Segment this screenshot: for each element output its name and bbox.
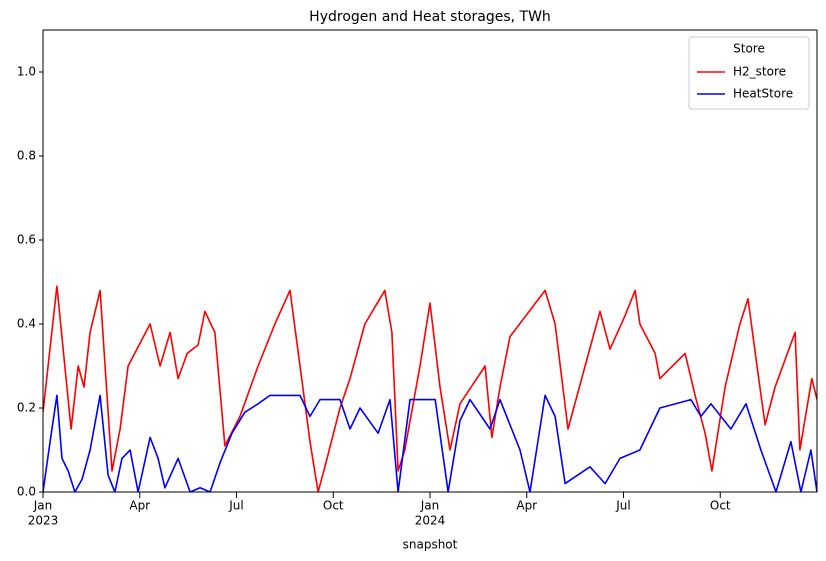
plot-frame [42, 29, 818, 493]
legend-label: H2_store [733, 65, 786, 79]
legend-label: HeatStore [733, 87, 793, 101]
x-axis-label: snapshot [403, 538, 458, 552]
x-tick-label: Apr [516, 499, 537, 513]
y-tick-label: 0.0 [17, 485, 36, 499]
x-tick-label: Jul [228, 499, 243, 513]
x-tick-label: Apr [129, 499, 150, 513]
x-year-label: 2024 [415, 514, 446, 528]
y-tick-label: 0.8 [17, 149, 36, 163]
x-tick-label: Jan [33, 499, 53, 513]
x-tick-label: Jul [615, 499, 630, 513]
chart-title: Hydrogen and Heat storages, TWh [309, 9, 551, 25]
y-tick-label: 0.2 [17, 401, 36, 415]
legend-title: Store [733, 42, 765, 56]
x-tick-label: Oct [710, 499, 731, 513]
y-tick-label: 0.6 [17, 233, 36, 247]
x-tick-label: Jan [420, 499, 440, 513]
legend-box [688, 36, 810, 110]
x-year-label: 2023 [28, 514, 59, 528]
line-series [43, 394, 817, 492]
y-tick-label: 0.4 [17, 317, 36, 331]
y-tick-label: 1.0 [17, 65, 36, 79]
line-series [43, 285, 817, 492]
x-tick-label: Oct [323, 499, 344, 513]
